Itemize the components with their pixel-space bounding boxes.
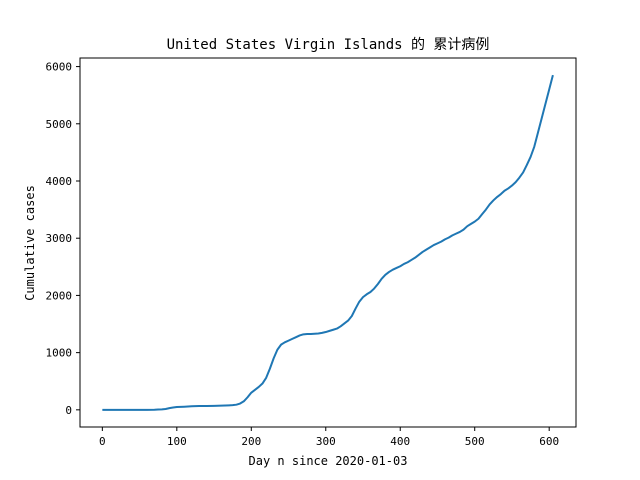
x-tick-label: 200 bbox=[241, 435, 261, 448]
y-tick-label: 2000 bbox=[46, 289, 73, 302]
x-tick-label: 600 bbox=[539, 435, 559, 448]
y-tick-label: 6000 bbox=[46, 61, 73, 74]
series-line bbox=[102, 74, 554, 411]
chart-title: United States Virgin Islands 的 累计病例 bbox=[167, 37, 490, 53]
y-tick-label: 4000 bbox=[46, 175, 73, 188]
y-tick-label: 5000 bbox=[46, 118, 73, 131]
x-tick-label: 100 bbox=[167, 435, 187, 448]
x-tick-label: 400 bbox=[390, 435, 410, 448]
y-axis-label: Cumulative cases bbox=[23, 185, 37, 301]
x-tick-label: 500 bbox=[465, 435, 485, 448]
y-axis: 0 1000 2000 3000 4000 5000 6000 bbox=[46, 61, 80, 417]
x-axis: 0 100 200 300 400 500 600 bbox=[99, 427, 559, 448]
x-tick-label: 0 bbox=[99, 435, 106, 448]
plot-area bbox=[79, 57, 577, 428]
y-tick-label: 3000 bbox=[46, 232, 73, 245]
x-tick-label: 300 bbox=[316, 435, 336, 448]
y-tick-label: 1000 bbox=[46, 347, 73, 360]
x-axis-label: Day n since 2020-01-03 bbox=[249, 454, 408, 468]
plot-frame bbox=[79, 57, 577, 428]
y-tick-label: 0 bbox=[65, 404, 72, 417]
